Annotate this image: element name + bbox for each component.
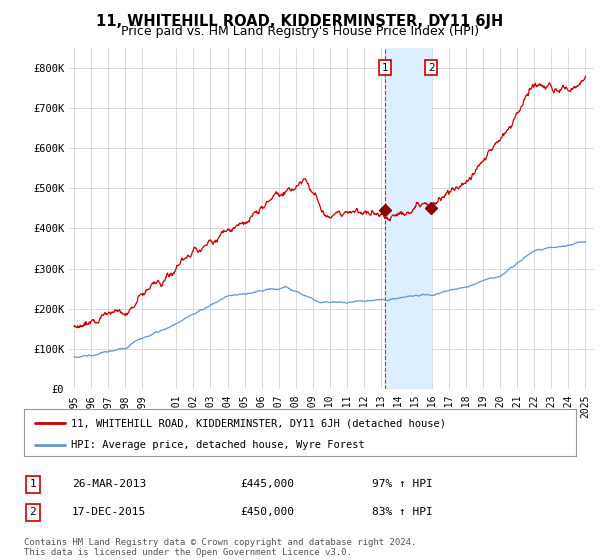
Text: £450,000: £450,000: [240, 507, 294, 517]
Text: Contains HM Land Registry data © Crown copyright and database right 2024.
This d: Contains HM Land Registry data © Crown c…: [24, 538, 416, 557]
Text: 11, WHITEHILL ROAD, KIDDERMINSTER, DY11 6JH: 11, WHITEHILL ROAD, KIDDERMINSTER, DY11 …: [97, 14, 503, 29]
Text: Price paid vs. HM Land Registry's House Price Index (HPI): Price paid vs. HM Land Registry's House …: [121, 25, 479, 38]
Text: 97% ↑ HPI: 97% ↑ HPI: [372, 479, 433, 489]
Text: 2: 2: [29, 507, 37, 517]
Bar: [385, 48, 431, 389]
Text: 2: 2: [428, 63, 434, 73]
Text: 11, WHITEHILL ROAD, KIDDERMINSTER, DY11 6JH (detached house): 11, WHITEHILL ROAD, KIDDERMINSTER, DY11 …: [71, 418, 446, 428]
Text: 26-MAR-2013: 26-MAR-2013: [72, 479, 146, 489]
Text: HPI: Average price, detached house, Wyre Forest: HPI: Average price, detached house, Wyre…: [71, 440, 365, 450]
Text: 17-DEC-2015: 17-DEC-2015: [72, 507, 146, 517]
Text: 1: 1: [382, 63, 388, 73]
Text: £445,000: £445,000: [240, 479, 294, 489]
Text: 1: 1: [29, 479, 37, 489]
Text: 83% ↑ HPI: 83% ↑ HPI: [372, 507, 433, 517]
